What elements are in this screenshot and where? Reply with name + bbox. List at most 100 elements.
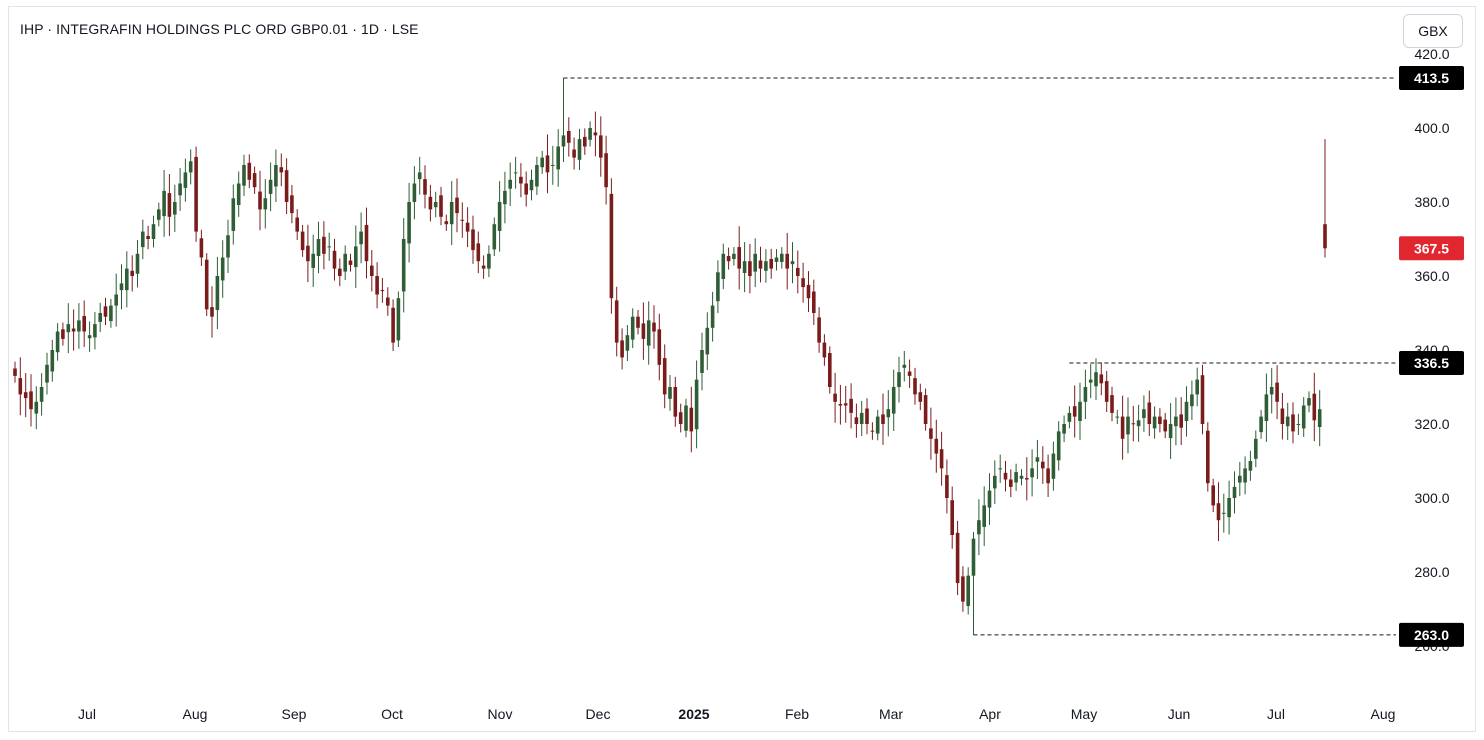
candle [1211, 478, 1215, 513]
candle [529, 169, 534, 201]
candle [284, 158, 289, 214]
price-marker-high [1399, 66, 1464, 90]
candle [817, 307, 821, 353]
candle [87, 321, 92, 352]
candle [1120, 395, 1125, 460]
candle [247, 154, 252, 189]
price-marker-label: 336.5 [1414, 355, 1449, 371]
candle [1184, 386, 1189, 437]
candle [519, 163, 523, 198]
candle [577, 128, 582, 170]
candle [561, 78, 566, 162]
candle [231, 184, 236, 245]
candle [535, 156, 539, 195]
candle [705, 312, 710, 370]
candle [524, 171, 528, 207]
candle [843, 386, 848, 423]
candle [77, 303, 81, 349]
candle [929, 407, 933, 460]
candle [487, 245, 491, 277]
candle [194, 146, 198, 242]
candle [748, 243, 752, 294]
candle [630, 308, 635, 349]
candle [465, 207, 470, 248]
candle [55, 323, 60, 361]
candle [439, 186, 443, 226]
candle [987, 473, 992, 525]
candle [1041, 446, 1045, 484]
candle [668, 375, 672, 411]
candle [316, 221, 321, 274]
candle [732, 247, 736, 266]
candle [274, 149, 278, 202]
candle [492, 217, 497, 256]
x-tick-label: Oct [381, 706, 403, 722]
candle [1168, 403, 1173, 459]
candle [1227, 480, 1231, 535]
candle [918, 383, 923, 411]
candle [242, 154, 246, 196]
candle [828, 346, 832, 394]
candle [428, 184, 433, 222]
candle [1035, 440, 1040, 480]
candle [902, 351, 907, 382]
price-marker-label: 413.5 [1414, 70, 1449, 86]
candle [417, 156, 422, 195]
candle [913, 367, 917, 405]
candle [141, 219, 145, 260]
candle [263, 179, 268, 229]
candle [726, 247, 731, 270]
candle [1216, 482, 1221, 542]
candle [769, 248, 773, 279]
candle [545, 134, 550, 194]
candle [130, 255, 134, 292]
x-tick-label: Jul [1267, 706, 1285, 722]
candle [370, 250, 374, 292]
x-tick-label: Aug [183, 706, 208, 722]
candle [98, 302, 102, 333]
candle [1275, 365, 1279, 420]
candle [157, 202, 161, 227]
candle [18, 357, 23, 416]
candle [971, 532, 976, 635]
candle [1110, 386, 1114, 422]
candle [849, 383, 853, 429]
candle [497, 181, 502, 252]
candle [1323, 139, 1327, 258]
candle [609, 178, 614, 314]
candle [151, 215, 156, 248]
candle [1301, 397, 1306, 437]
candle [338, 258, 342, 287]
candle [401, 218, 406, 313]
candle [737, 226, 741, 290]
candle [1136, 404, 1141, 442]
candle [556, 129, 560, 187]
candle [471, 215, 475, 264]
candle [1190, 380, 1194, 420]
candle [50, 339, 55, 382]
candle [604, 135, 608, 205]
candle [1296, 413, 1301, 435]
candle [977, 499, 981, 556]
candle [1072, 385, 1077, 438]
candle [1317, 390, 1322, 447]
candle [572, 137, 576, 170]
candle [764, 249, 768, 283]
candle [1051, 441, 1056, 491]
candle [567, 117, 571, 157]
candle [540, 150, 544, 174]
candle [1152, 406, 1157, 439]
candle [311, 234, 315, 287]
candle [1014, 463, 1018, 491]
candle [34, 386, 39, 430]
candle [1083, 369, 1088, 420]
candle [652, 305, 656, 349]
candle [386, 287, 390, 316]
candle [178, 168, 182, 211]
candle [162, 170, 166, 237]
currency-button[interactable]: GBX [1403, 14, 1463, 48]
candles [13, 78, 1327, 635]
candle [481, 255, 486, 279]
price-markers: 413.5 367.5 336.5 263.0 [563, 66, 1464, 647]
